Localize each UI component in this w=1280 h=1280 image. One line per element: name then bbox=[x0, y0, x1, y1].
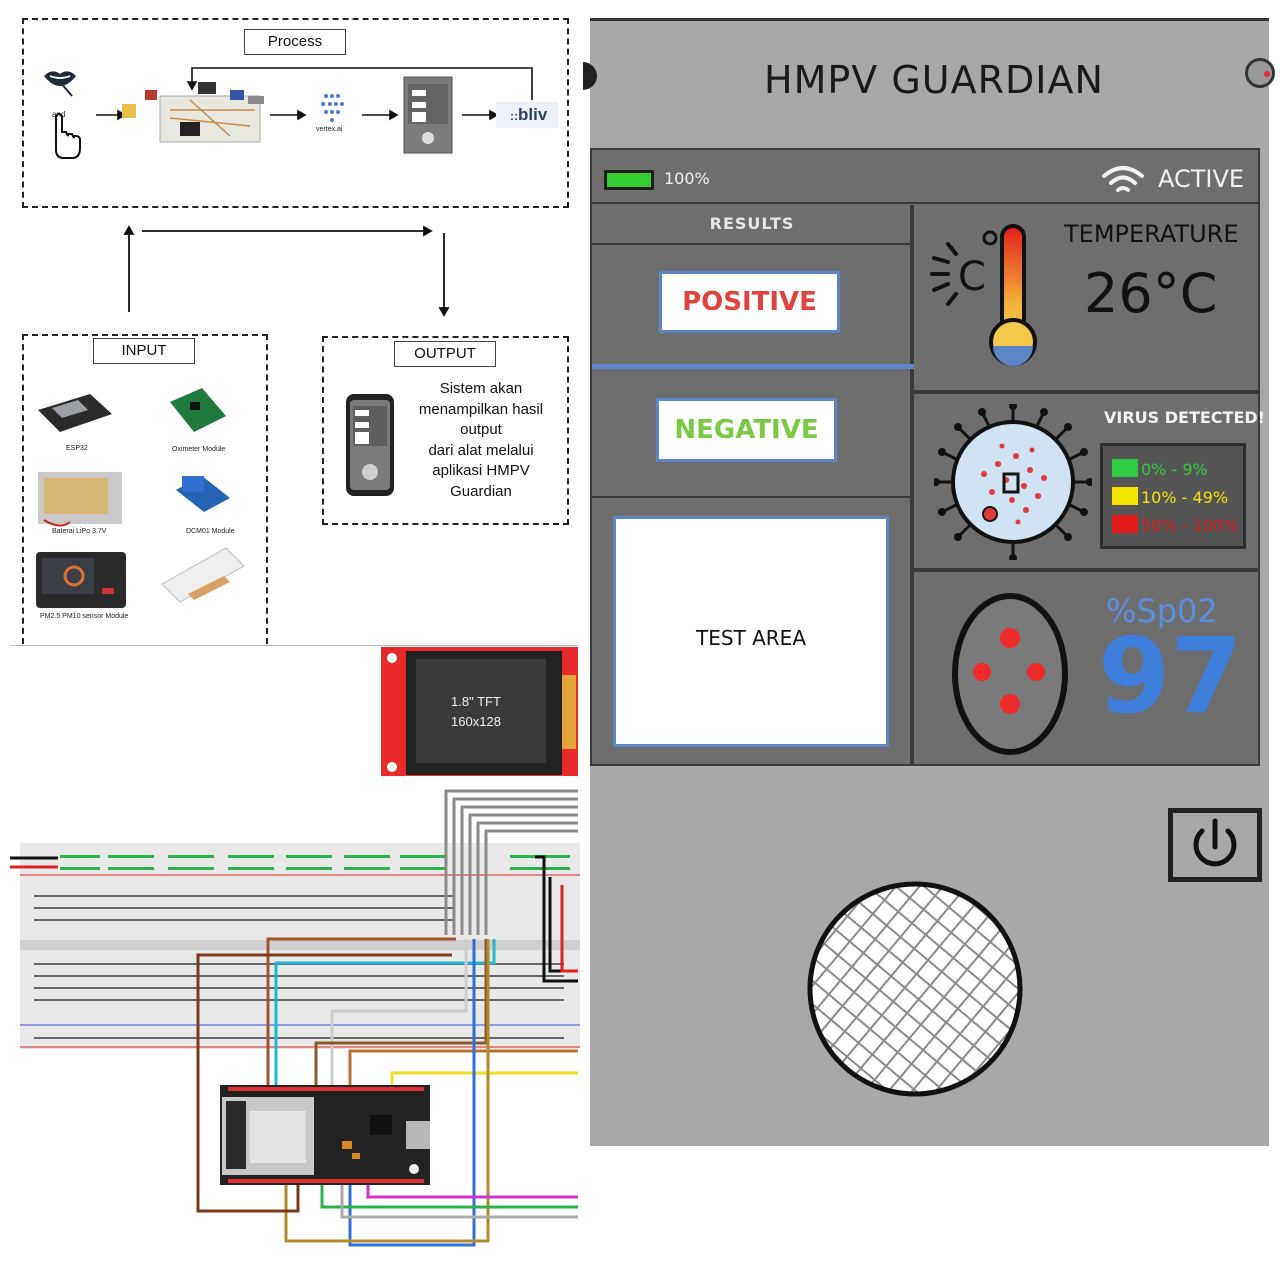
tft-line1: 1.8" TFT bbox=[451, 694, 501, 709]
virus-label: VIRUS DETECTED! bbox=[1104, 408, 1265, 427]
tft-label: 1.8" TFT 160x128 bbox=[416, 692, 536, 732]
test-area[interactable] bbox=[613, 516, 889, 747]
process-flow bbox=[44, 67, 558, 159]
temp-divider bbox=[914, 390, 1260, 394]
battery-icon bbox=[604, 170, 654, 190]
status-text: ACTIVE bbox=[1158, 165, 1245, 193]
positive-result-box[interactable]: POSITIVE bbox=[659, 271, 840, 333]
power-icon bbox=[1193, 818, 1237, 867]
device-title: HMPV GUARDIAN bbox=[764, 58, 1104, 102]
temperature-label: TEMPERATURE bbox=[1064, 220, 1239, 248]
lipo-battery-image bbox=[38, 472, 122, 527]
power-rail-dots bbox=[60, 855, 570, 870]
phone-icon bbox=[346, 394, 394, 496]
results-separator bbox=[592, 364, 914, 369]
circuit-diagram bbox=[10, 647, 580, 1247]
negative-label: NEGATIVE bbox=[674, 415, 819, 445]
status-divider bbox=[592, 202, 1258, 204]
bliv-label: bliv bbox=[518, 105, 548, 124]
component-battery: Baterai LiPo 3.7V bbox=[52, 528, 107, 535]
device-preview-icon bbox=[403, 76, 453, 154]
results-column-divider bbox=[910, 205, 914, 765]
output-line: output bbox=[460, 421, 502, 438]
input-components bbox=[36, 388, 245, 608]
test-area-divider bbox=[592, 496, 912, 498]
battery-percent: 100% bbox=[664, 169, 710, 188]
positive-label: POSITIVE bbox=[682, 287, 817, 317]
flow-arrows bbox=[123, 225, 450, 317]
tft-wires bbox=[444, 789, 578, 935]
output-line: menampilkan hasil bbox=[418, 400, 544, 418]
camera-dot-icon bbox=[1264, 71, 1270, 77]
esp32-board bbox=[220, 1085, 430, 1185]
left-mount-icon bbox=[583, 62, 597, 90]
vertex-label: vertex.ai bbox=[316, 126, 343, 133]
output-line: Guardian bbox=[450, 482, 512, 500]
thermometer-icon: C bbox=[930, 224, 1037, 366]
esp32-image bbox=[38, 394, 112, 432]
temperature-value: 26°C bbox=[1084, 262, 1218, 325]
virus-divider bbox=[914, 568, 1260, 572]
relay-module-image bbox=[176, 476, 230, 512]
legend-text-mid: 10% - 49% bbox=[1141, 488, 1229, 507]
negative-result-box[interactable]: NEGATIVE bbox=[656, 398, 837, 462]
results-label: RESULTS bbox=[709, 214, 795, 233]
legend-swatch-high bbox=[1112, 515, 1138, 533]
process-label: Process bbox=[244, 29, 346, 55]
spo2-value: 97 bbox=[1098, 615, 1243, 737]
output-line: Sistem akan bbox=[439, 380, 523, 397]
and-text: and bbox=[52, 110, 66, 119]
legend-swatch-mid bbox=[1112, 487, 1138, 505]
esp32-pins bbox=[228, 1087, 424, 1183]
bliv-dots-icon: :: bbox=[510, 109, 518, 123]
spo2-label: %Sp02 bbox=[1106, 592, 1218, 630]
hand-pointer-icon bbox=[55, 113, 81, 159]
battery-fill bbox=[607, 173, 651, 187]
legend-text-low: 0% - 9% bbox=[1141, 460, 1208, 479]
breadboard bbox=[20, 843, 580, 1049]
component-oximeter: Oximeter Module bbox=[172, 446, 226, 453]
svg-text:C: C bbox=[958, 254, 986, 300]
tft-display-module bbox=[381, 647, 578, 776]
input-label: INPUT bbox=[93, 338, 195, 364]
component-dcm01: DCM01 Module bbox=[186, 528, 235, 535]
results-header bbox=[592, 205, 910, 245]
output-description: Sistem akan menampilkan hasil output dar… bbox=[410, 379, 552, 502]
tft-line2: 160x128 bbox=[451, 714, 501, 729]
oximeter-module-image bbox=[170, 388, 226, 432]
test-area-label: TEST AREA bbox=[695, 626, 807, 650]
oximeter-sensor-icon bbox=[952, 593, 1068, 755]
component-pm-sensor: PM2.5 PM10 sensor Module bbox=[40, 613, 129, 620]
virus-icon bbox=[934, 404, 1092, 560]
legend-text-high: 50% - 100% bbox=[1141, 516, 1239, 535]
wifi-icon bbox=[1102, 166, 1144, 192]
breadboard-image bbox=[161, 547, 245, 603]
speaker-grille bbox=[807, 881, 1023, 1097]
output-label: OUTPUT bbox=[394, 341, 496, 367]
legend-swatch-low bbox=[1112, 459, 1138, 477]
lips-icon bbox=[44, 71, 76, 97]
vertex-ai-icon bbox=[321, 94, 344, 122]
output-line: aplikasi HMPV bbox=[432, 462, 530, 479]
camera-indicator-icon bbox=[1245, 58, 1275, 88]
component-esp32: ESP32 bbox=[66, 445, 88, 452]
bliv-logo: ::bliv bbox=[510, 105, 547, 125]
power-button[interactable] bbox=[1168, 808, 1262, 882]
prototype-circuit-icon bbox=[122, 82, 264, 143]
pm-sensor-image bbox=[36, 552, 126, 608]
output-line: dari alat melalui bbox=[428, 441, 534, 459]
section-divider bbox=[10, 645, 578, 646]
